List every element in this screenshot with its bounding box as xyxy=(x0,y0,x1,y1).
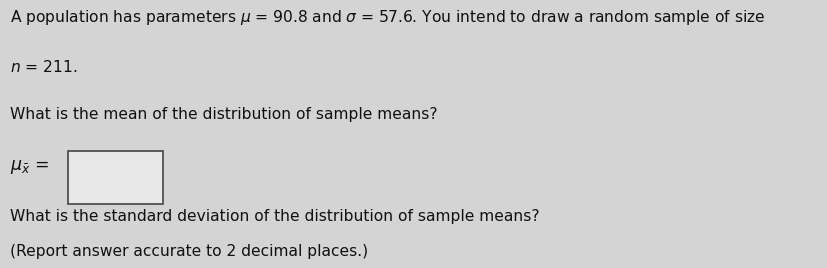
Text: A population has parameters $\mu$ = 90.8 and $\sigma$ = 57.6. You intend to draw: A population has parameters $\mu$ = 90.8… xyxy=(10,8,766,27)
FancyBboxPatch shape xyxy=(68,151,163,204)
Text: What is the mean of the distribution of sample means?: What is the mean of the distribution of … xyxy=(10,107,437,122)
Text: $\mu_{\bar{x}}$ =: $\mu_{\bar{x}}$ = xyxy=(10,158,49,176)
Text: What is the standard deviation of the distribution of sample means?: What is the standard deviation of the di… xyxy=(10,209,539,224)
Text: (Report answer accurate to 2 decimal places.): (Report answer accurate to 2 decimal pla… xyxy=(10,244,368,259)
Text: $n$ = 211.: $n$ = 211. xyxy=(10,59,78,75)
